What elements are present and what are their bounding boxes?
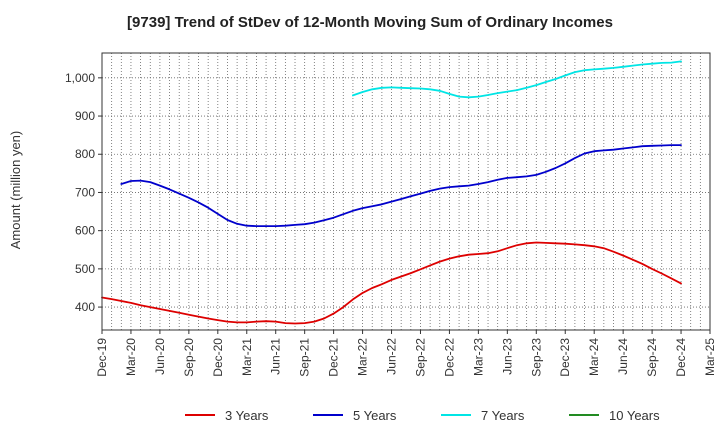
x-tick-label: Sep-23 (529, 338, 543, 377)
x-tick-label: Jun-24 (616, 338, 630, 375)
x-tick-label: Mar-22 (356, 338, 370, 376)
y-tick-label: 700 (75, 185, 95, 199)
y-tick-label: 900 (75, 109, 95, 123)
y-tick-label: 400 (75, 300, 95, 314)
x-tick-label: Sep-22 (413, 338, 427, 377)
x-tick-label: Sep-21 (298, 338, 312, 377)
y-axis-label: Amount (million yen) (8, 131, 23, 250)
series-line-5-years (120, 144, 682, 228)
x-tick-label: Jun-23 (500, 338, 514, 375)
x-tick-label: Mar-21 (240, 338, 254, 376)
x-ticks-layer: Dec-19 Mar-20 Jun-20 Sep-20 Dec-20 Mar-21 Jun-… (95, 330, 717, 377)
series-layer (101, 60, 682, 325)
x-tick-label: Dec-22 (442, 338, 456, 377)
legend-label-5-years: 5 Years (353, 408, 397, 423)
x-tick-label: Mar-25 (703, 338, 717, 376)
y-tick-label: 600 (75, 224, 95, 238)
x-tick-label: Dec-20 (211, 338, 225, 377)
plot-frame (101, 52, 711, 331)
x-tick-label: Sep-24 (645, 338, 659, 377)
x-tick-label: Mar-23 (471, 338, 485, 376)
y-tick-label: 500 (75, 262, 95, 276)
x-tick-label: Dec-23 (558, 338, 572, 377)
x-tick-label: Jun-22 (385, 338, 399, 375)
legend-label-7-years: 7 Years (481, 408, 525, 423)
y-ticks-layer: 400 500 600 700 800 900 1,000 (65, 71, 102, 314)
y-tick-label: 800 (75, 147, 95, 161)
x-tick-label: Mar-20 (124, 338, 138, 376)
legend-label-3-years: 3 Years (225, 408, 269, 423)
x-tick-label: Jun-21 (269, 338, 283, 375)
y-tick-label: 1,000 (65, 71, 95, 85)
x-tick-label: Dec-24 (674, 338, 688, 377)
chart-title: [9739] Trend of StDev of 12-Month Moving… (127, 14, 613, 31)
plot-area (102, 53, 710, 330)
x-tick-label: Dec-21 (327, 338, 341, 377)
series-line-7-years (351, 60, 682, 99)
x-tick-label: Dec-19 (95, 338, 109, 377)
series-line-3-years (101, 241, 682, 325)
x-tick-label: Sep-20 (182, 338, 196, 377)
legend: 3 Years 5 Years 7 Years 10 Years (185, 408, 660, 423)
x-tick-label: Mar-24 (587, 338, 601, 376)
legend-label-10-years: 10 Years (609, 408, 660, 423)
x-tick-label: Jun-20 (153, 338, 167, 375)
